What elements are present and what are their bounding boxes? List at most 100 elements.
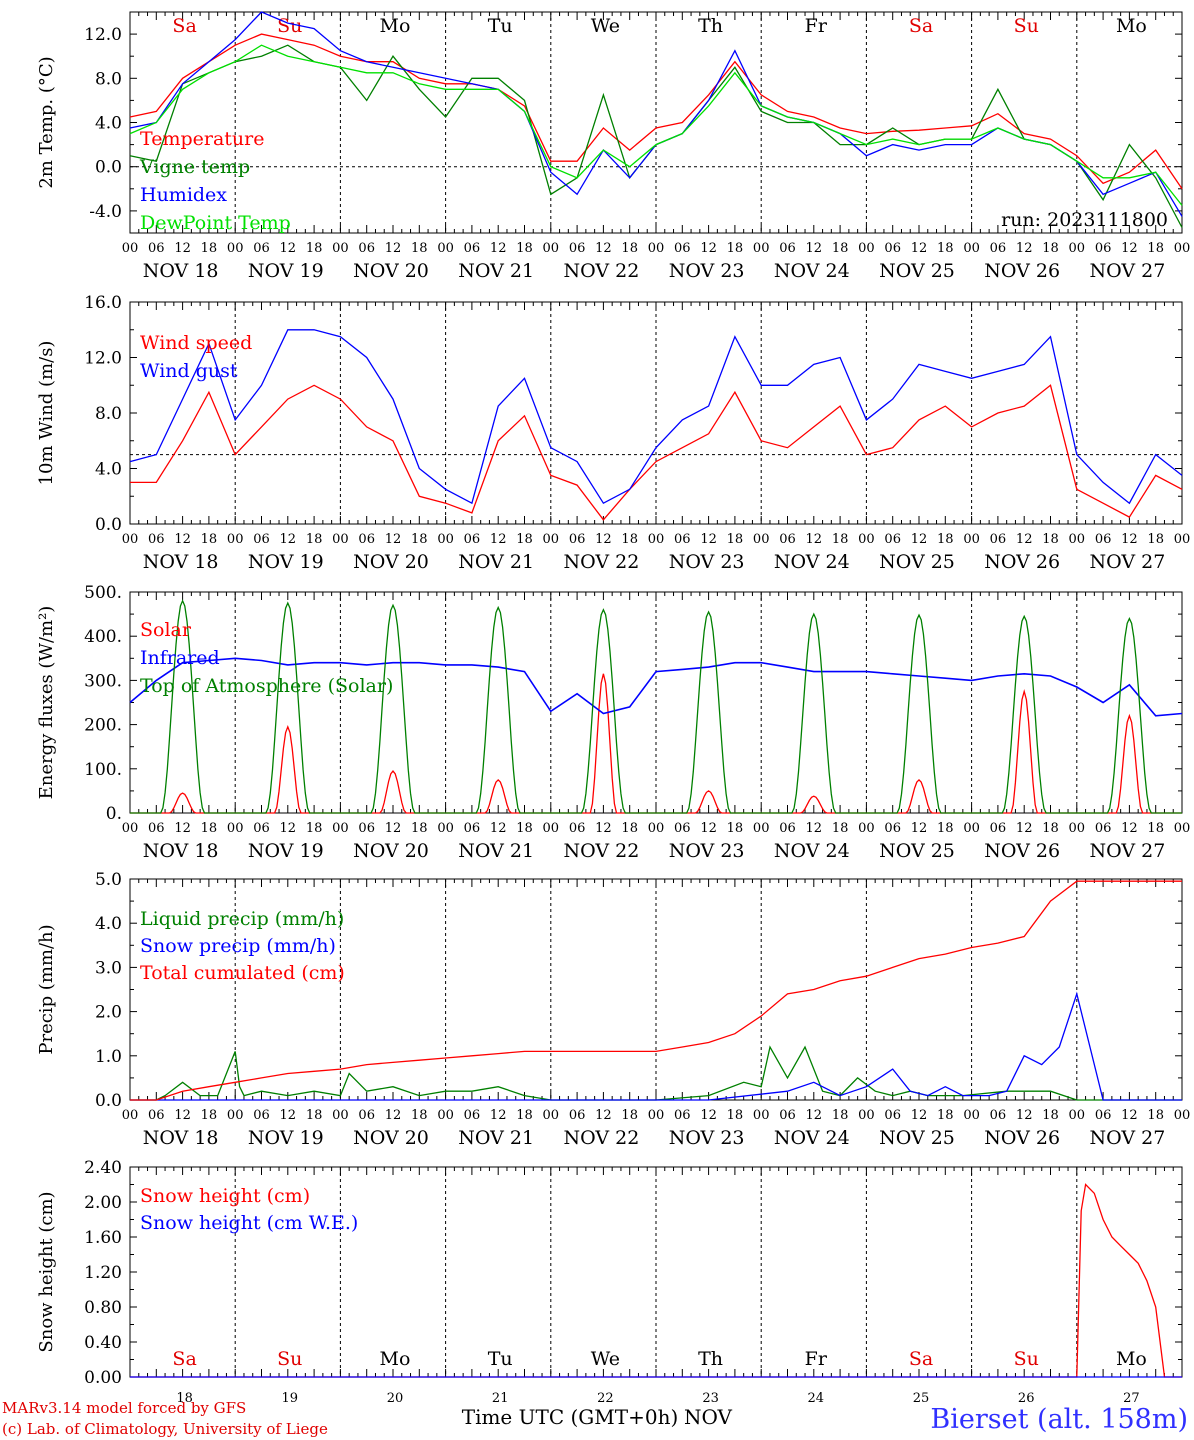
day-label: NOV 23	[669, 1127, 745, 1149]
hour-label: 12	[1016, 241, 1033, 256]
day-label: NOV 24	[774, 551, 850, 573]
hour-label: 06	[1095, 532, 1112, 547]
hour-label: 12	[385, 821, 402, 836]
hour-label: 06	[148, 532, 165, 547]
panel-1: -4.0 0.0 4.0 8.0 12.0 2m Temp. (°C) 00 06 12 18 NO…	[36, 11, 1191, 282]
hour-label: 06	[148, 241, 165, 256]
hour-label: 12	[700, 532, 717, 547]
hour-label: 06	[358, 1108, 375, 1123]
hour-label: 06	[148, 821, 165, 836]
hour-label: 18	[201, 241, 218, 256]
legend-entry: DewPoint Temp	[140, 212, 291, 234]
hour-label: 06	[779, 532, 796, 547]
hour-label: 12	[1121, 1108, 1138, 1123]
bottom-day-number: 26	[1018, 1391, 1035, 1406]
day-label: NOV 23	[669, 840, 745, 862]
hour-label: 18	[201, 821, 218, 836]
hour-label: 06	[253, 1108, 270, 1123]
hour-label: 18	[411, 821, 428, 836]
hour-label: 12	[911, 241, 928, 256]
panels-container: -4.0 0.0 4.0 8.0 12.0 2m Temp. (°C) 00 06 12 18 NO…	[36, 11, 1191, 1406]
hour-label: 00	[1069, 532, 1086, 547]
legend-entry: Total cumulated (cm)	[140, 962, 345, 984]
y-tick-label: 0.80	[84, 1298, 122, 1318]
day-label: NOV 26	[984, 1127, 1060, 1149]
hour-label: 12	[806, 241, 823, 256]
hour-label: 06	[1095, 241, 1112, 256]
hour-label: 18	[832, 241, 849, 256]
bottom-day-number: 24	[808, 1391, 825, 1406]
hour-label: 00	[122, 1108, 139, 1123]
y-tick-label: 100.	[84, 760, 122, 780]
hour-label: 00	[1174, 241, 1191, 256]
y-tick-label: 4.0	[95, 114, 122, 134]
hour-label: 18	[306, 1108, 323, 1123]
hour-label: 18	[727, 821, 744, 836]
bottom-day-number: 18	[176, 1391, 193, 1406]
weekday-label: Tu	[488, 1348, 513, 1370]
y-axis-title: Precip (mm/h)	[36, 924, 57, 1054]
hour-label: 18	[1042, 821, 1059, 836]
hour-label: 12	[806, 1108, 823, 1123]
hour-label: 00	[648, 241, 665, 256]
hour-label: 12	[595, 821, 612, 836]
legend-entry: Snow height (cm W.E.)	[140, 1212, 358, 1234]
hour-label: 00	[753, 241, 770, 256]
y-tick-label: 8.0	[95, 69, 122, 89]
day-label: NOV 24	[774, 840, 850, 862]
day-label: NOV 21	[458, 260, 534, 282]
hour-label: 12	[595, 1108, 612, 1123]
weekday-label: Sa	[909, 15, 933, 37]
hour-label: 18	[727, 532, 744, 547]
y-tick-label: 5.0	[95, 870, 122, 890]
day-label: NOV 19	[248, 1127, 324, 1149]
hour-label: 18	[1147, 532, 1164, 547]
hour-label: 12	[174, 532, 191, 547]
hour-label: 00	[1174, 532, 1191, 547]
hour-label: 18	[201, 1108, 218, 1123]
hour-label: 06	[674, 1108, 691, 1123]
hour-label: 00	[437, 241, 454, 256]
hour-label: 12	[700, 821, 717, 836]
weekday-label: Su	[1014, 1348, 1039, 1370]
hour-label: 00	[227, 532, 244, 547]
hour-label: 00	[1069, 241, 1086, 256]
hour-label: 06	[1095, 1108, 1112, 1123]
hour-label: 06	[569, 532, 586, 547]
hour-label: 18	[411, 1108, 428, 1123]
day-label: NOV 18	[143, 1127, 219, 1149]
series-line-snow-precip-mm-h-	[130, 991, 1182, 1101]
day-label: NOV 20	[353, 260, 429, 282]
y-tick-label: 300.	[84, 671, 122, 691]
hour-label: 18	[832, 532, 849, 547]
hour-label: 18	[937, 241, 954, 256]
hour-label: 00	[1069, 1108, 1086, 1123]
bottom-day-number: 23	[702, 1391, 719, 1406]
hour-label: 12	[806, 821, 823, 836]
day-label: NOV 25	[879, 551, 955, 573]
hour-label: 00	[963, 1108, 980, 1123]
day-label: NOV 21	[458, 840, 534, 862]
hour-label: 12	[595, 241, 612, 256]
series-line-total-cumulated-cm-	[130, 880, 1182, 1101]
hour-label: 06	[990, 532, 1007, 547]
weekday-label: Su	[277, 15, 302, 37]
panel-3: 0. 100. 200. 300. 400. 500. Energy fluxes (W/m…	[36, 583, 1190, 862]
hour-label: 00	[963, 241, 980, 256]
y-tick-label: 3.0	[95, 958, 122, 978]
hour-label: 06	[253, 532, 270, 547]
y-tick-label: 0.0	[95, 1091, 122, 1111]
y-tick-label: 12.0	[84, 25, 122, 45]
series-line-top-of-atmosphere-solar-	[130, 599, 1182, 814]
series-line-wind-gust	[129, 329, 1183, 505]
weekday-label: Tu	[488, 15, 513, 37]
hour-label: 00	[122, 821, 139, 836]
hour-label: 06	[779, 1108, 796, 1123]
y-tick-label: 1.20	[84, 1263, 122, 1283]
day-label: NOV 19	[248, 260, 324, 282]
day-label: NOV 23	[669, 260, 745, 282]
y-tick-label: 2.0	[95, 1003, 122, 1023]
weekday-label: Fr	[805, 15, 828, 37]
day-label: NOV 27	[1089, 260, 1165, 282]
